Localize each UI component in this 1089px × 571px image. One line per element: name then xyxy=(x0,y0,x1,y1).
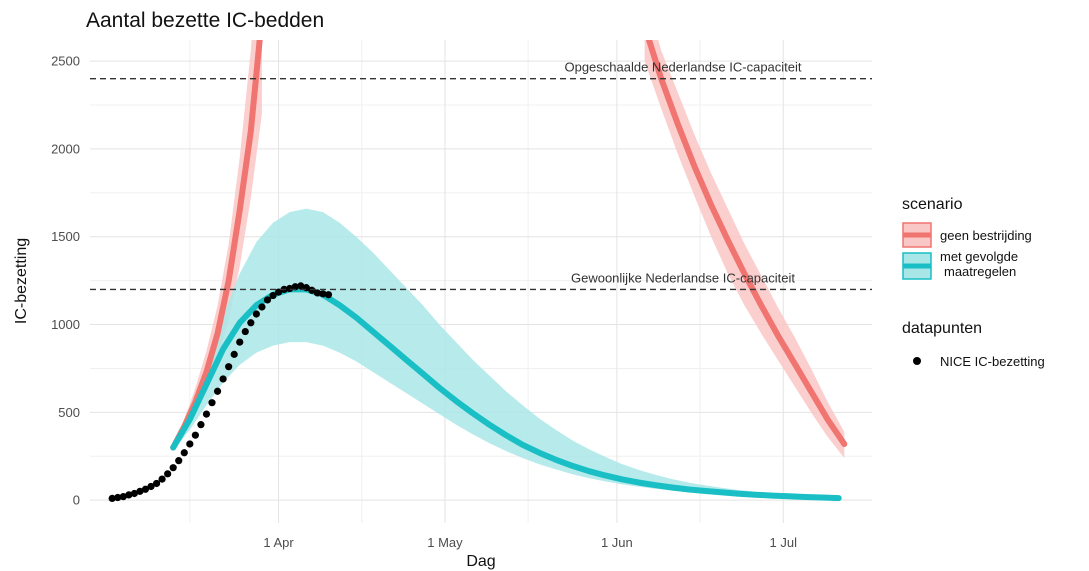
y-tick-label: 1500 xyxy=(51,229,80,244)
data-point xyxy=(291,283,299,291)
data-point xyxy=(219,375,227,383)
data-points xyxy=(108,282,333,503)
x-axis-ticks: 1 Apr 1 May 1 Jun 1 Jul xyxy=(263,535,797,550)
data-point xyxy=(108,494,116,503)
data-point xyxy=(252,310,260,318)
legend: scenario geen bestrijding met gevolgde maat… xyxy=(902,196,1045,369)
data-point xyxy=(119,493,127,501)
x-tick-label: 1 Jul xyxy=(770,535,798,550)
band-met-gevolgde-maatregelen-0 xyxy=(173,208,839,499)
data-point xyxy=(191,431,199,439)
data-point xyxy=(147,482,155,491)
y-tick-label: 500 xyxy=(58,405,80,420)
data-point xyxy=(175,457,183,465)
data-point xyxy=(152,479,161,488)
data-point xyxy=(169,464,177,472)
data-point xyxy=(202,410,211,418)
legend-label-geen-bestrijding: geen bestrijding xyxy=(940,228,1032,243)
data-point xyxy=(269,291,277,300)
data-point xyxy=(241,327,249,336)
data-point xyxy=(286,284,294,293)
x-tick-label: 1 Jun xyxy=(601,535,633,550)
data-point xyxy=(236,338,244,346)
y-axis-ticks: 0 500 1000 1500 2000 2500 xyxy=(51,54,80,508)
y-axis-label: IC-bezetting xyxy=(13,238,30,324)
data-point xyxy=(141,485,150,493)
data-point xyxy=(308,286,316,294)
x-tick-label: 1 Apr xyxy=(263,535,294,550)
band-geen-bestrijding-1 xyxy=(644,40,845,458)
data-point xyxy=(324,291,333,299)
data-point xyxy=(186,440,194,448)
data-point xyxy=(208,399,216,407)
data-point xyxy=(130,489,138,498)
chart-title: Aantal bezette IC-bedden xyxy=(86,9,324,32)
legend-label-nice: NICE IC-bezetting xyxy=(940,354,1045,369)
legend-key-nice xyxy=(913,357,921,365)
y-tick-label: 2000 xyxy=(51,141,80,156)
legend-title-scenario: scenario xyxy=(902,196,963,213)
y-tick-label: 0 xyxy=(73,493,80,508)
data-point xyxy=(164,470,172,478)
data-point xyxy=(125,491,133,499)
capacity-line-label: Opgeschaalde Nederlandse IC-capaciteit xyxy=(564,60,801,75)
data-point xyxy=(313,289,321,297)
data-point xyxy=(225,363,233,371)
capacity-lines: Opgeschaalde Nederlandse IC-capaciteit Ge… xyxy=(90,60,872,291)
data-point xyxy=(297,282,305,290)
data-point xyxy=(258,303,266,311)
y-tick-label: 1000 xyxy=(51,317,80,332)
line-geen-bestrijding-1 xyxy=(645,40,848,447)
y-tick-label: 2500 xyxy=(51,54,80,69)
data-point xyxy=(247,319,255,327)
data-point xyxy=(274,288,283,296)
x-axis-label: Dag xyxy=(466,553,495,570)
data-point xyxy=(197,421,205,429)
data-point xyxy=(158,475,166,483)
data-point xyxy=(114,493,122,502)
legend-label-met-gevolgde-maatregelen: met gevolgde maatregelen xyxy=(940,249,1018,279)
capacity-line-label: Gewoonlijke Nederlandse IC-capaciteit xyxy=(571,270,795,285)
data-point xyxy=(230,350,238,358)
legend-title-datapunten: datapunten xyxy=(902,320,982,337)
data-point xyxy=(180,449,188,457)
data-point xyxy=(263,296,272,304)
data-point xyxy=(213,387,222,395)
x-tick-label: 1 May xyxy=(427,535,463,550)
data-point xyxy=(319,290,327,298)
data-point xyxy=(136,487,144,495)
